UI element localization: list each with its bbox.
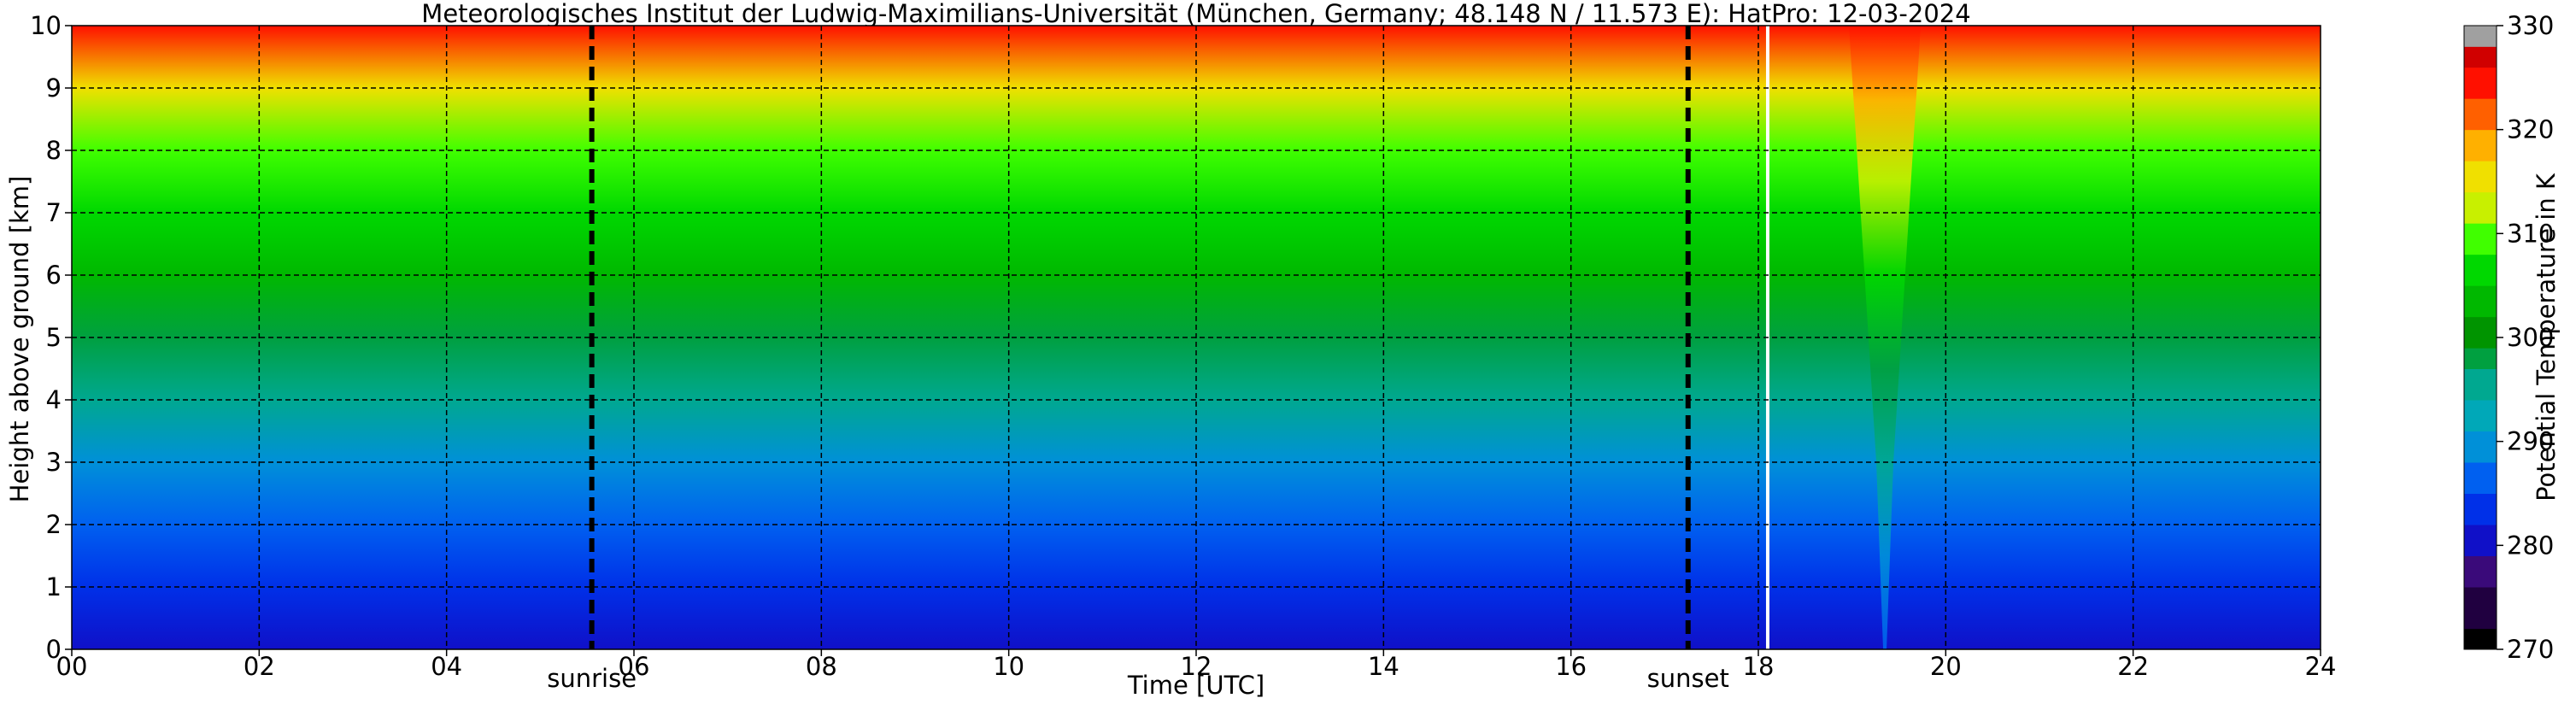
colorbar-tick-label: 310 <box>2507 219 2554 248</box>
x-tick-label: 18 <box>1743 652 1775 681</box>
event-markers: sunrise sunset <box>547 26 1729 693</box>
colorbar-segment <box>2464 161 2497 193</box>
colorbar-segment <box>2464 129 2497 161</box>
colorbar-segment <box>2464 628 2497 650</box>
colorbar-segment <box>2464 462 2497 494</box>
x-tick-label: 12 <box>1181 652 1212 681</box>
colorbar-label: Potential Temperature in K <box>2532 173 2561 502</box>
colorbar-tick-label: 330 <box>2507 11 2554 40</box>
x-tick-label: 02 <box>244 652 275 681</box>
grid-lines <box>72 26 2321 649</box>
colorbar-segment <box>2464 98 2497 131</box>
y-tick-label: 3 <box>46 448 62 477</box>
colorbar-segment <box>2464 26 2497 47</box>
colorbar-tick-label: 300 <box>2507 323 2554 352</box>
x-tick-label: 00 <box>56 652 88 681</box>
colorbar-segment <box>2464 555 2497 588</box>
colorbar-segment <box>2464 46 2497 68</box>
colorbar-tick-label: 280 <box>2507 531 2554 560</box>
x-axis-ticks: 00 02 04 06 08 10 12 14 16 18 20 22 24 <box>56 649 2337 681</box>
x-tick-label: 04 <box>431 652 462 681</box>
y-tick-label: 5 <box>46 323 62 352</box>
colorbar-segment <box>2464 400 2497 431</box>
sunset-label: sunset <box>1647 664 1729 693</box>
colorbar-segment <box>2464 191 2497 224</box>
y-tick-label: 9 <box>46 73 62 103</box>
x-tick-label: 24 <box>2305 652 2337 681</box>
colorbar-ticks: 270 280 290 300 310 320 330 <box>2497 11 2554 664</box>
y-tick-label: 4 <box>46 385 62 414</box>
colorbar-segment <box>2464 348 2497 369</box>
colorbar-segment <box>2464 525 2497 556</box>
x-tick-label: 20 <box>1930 652 1962 681</box>
y-tick-label: 2 <box>46 510 62 539</box>
colorbar-segment <box>2464 316 2497 349</box>
x-tick-label: 14 <box>1368 652 1399 681</box>
x-axis-label: Time [UTC] <box>1127 671 1265 700</box>
colorbar-segment <box>2464 254 2497 286</box>
colorbar-segment <box>2464 285 2497 318</box>
y-axis-label: Height above ground [km] <box>5 176 34 503</box>
y-tick-label: 0 <box>46 635 62 664</box>
colorbar-segment <box>2464 67 2497 99</box>
y-tick-label: 8 <box>46 136 62 165</box>
x-tick-label: 06 <box>619 652 650 681</box>
x-tick-label: 10 <box>993 652 1024 681</box>
y-tick-label: 10 <box>30 11 62 40</box>
y-tick-label: 1 <box>46 572 62 601</box>
y-tick-label: 6 <box>46 261 62 290</box>
colorbar-tick-label: 290 <box>2507 427 2554 456</box>
colorbar <box>2463 25 2497 650</box>
y-tick-label: 7 <box>46 198 62 227</box>
colorbar-segment <box>2464 223 2497 255</box>
colorbar-segment <box>2464 587 2497 630</box>
chart-title: Meteorologisches Institut der Ludwig-Max… <box>421 0 1970 28</box>
x-tick-label: 08 <box>806 652 837 681</box>
sunrise-label: sunrise <box>547 664 637 693</box>
colorbar-segment <box>2464 431 2497 463</box>
colorbar-tick-label: 320 <box>2507 115 2554 144</box>
colorbar-segment <box>2464 493 2497 525</box>
colorbar-segment <box>2464 368 2497 401</box>
x-tick-label: 16 <box>1555 652 1587 681</box>
colorbar-tick-label: 270 <box>2507 635 2554 664</box>
x-tick-label: 22 <box>2117 652 2149 681</box>
y-axis-ticks: 0 1 2 3 4 5 6 7 8 9 10 <box>30 11 72 664</box>
